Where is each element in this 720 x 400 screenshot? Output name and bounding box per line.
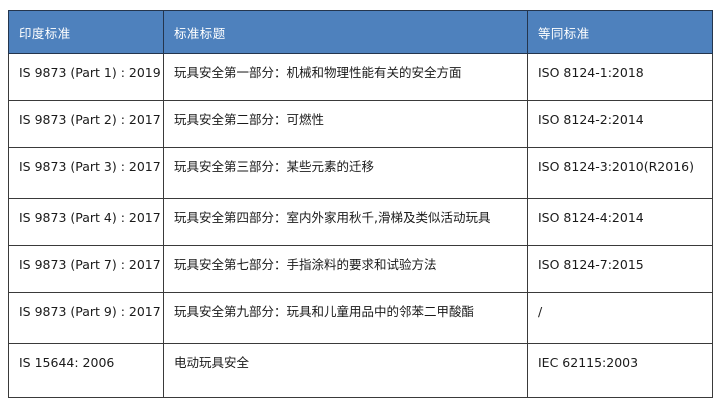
cell-equivalent-standard: /	[527, 292, 713, 344]
table-row: IS 9873 (Part 3) : 2017 玩具安全第三部分：某些元素的迁移…	[8, 147, 713, 199]
cell-standard-title: 玩具安全第三部分：某些元素的迁移	[163, 147, 528, 199]
table-row: IS 9873 (Part 4) : 2017 玩具安全第四部分：室内外家用秋千…	[8, 198, 713, 246]
cell-equivalent-standard: ISO 8124-4:2014	[527, 198, 713, 246]
cell-equivalent-standard: IEC 62115:2003	[527, 343, 713, 398]
cell-indian-standard: IS 9873 (Part 7) : 2017	[8, 245, 164, 293]
cell-equivalent-standard: ISO 8124-2:2014	[527, 100, 713, 148]
cell-standard-title: 电动玩具安全	[163, 343, 528, 398]
cell-equivalent-standard: ISO 8124-1:2018	[527, 53, 713, 101]
cell-standard-title: 玩具安全第九部分：玩具和儿童用品中的邻苯二甲酸酯	[163, 292, 528, 344]
table-row: IS 9873 (Part 2) : 2017 玩具安全第二部分：可燃性 ISO…	[8, 100, 713, 148]
cell-indian-standard: IS 9873 (Part 4) : 2017	[8, 198, 164, 246]
table-body: IS 9873 (Part 1) : 2019 玩具安全第一部分：机械和物理性能…	[8, 53, 713, 398]
standards-table: 印度标准 标准标题 等同标准 IS 9873 (Part 1) : 2019 玩…	[8, 10, 713, 398]
cell-indian-standard: IS 9873 (Part 9) : 2017	[8, 292, 164, 344]
table-header-row: 印度标准 标准标题 等同标准	[8, 10, 713, 54]
cell-equivalent-standard: ISO 8124-3:2010(R2016)	[527, 147, 713, 199]
cell-indian-standard: IS 9873 (Part 2) : 2017	[8, 100, 164, 148]
cell-standard-title: 玩具安全第七部分：手指涂料的要求和试验方法	[163, 245, 528, 293]
table-row: IS 15644: 2006 电动玩具安全 IEC 62115:2003	[8, 343, 713, 398]
table-row: IS 9873 (Part 7) : 2017 玩具安全第七部分：手指涂料的要求…	[8, 245, 713, 293]
cell-standard-title: 玩具安全第二部分：可燃性	[163, 100, 528, 148]
column-header-standard-title: 标准标题	[163, 10, 528, 54]
table-header: 印度标准 标准标题 等同标准	[8, 10, 713, 54]
cell-indian-standard: IS 9873 (Part 3) : 2017	[8, 147, 164, 199]
cell-standard-title: 玩具安全第一部分：机械和物理性能有关的安全方面	[163, 53, 528, 101]
column-header-equivalent-standard: 等同标准	[527, 10, 713, 54]
cell-indian-standard: IS 15644: 2006	[8, 343, 164, 398]
column-header-indian-standard: 印度标准	[8, 10, 164, 54]
cell-equivalent-standard: ISO 8124-7:2015	[527, 245, 713, 293]
cell-indian-standard: IS 9873 (Part 1) : 2019	[8, 53, 164, 101]
table-row: IS 9873 (Part 1) : 2019 玩具安全第一部分：机械和物理性能…	[8, 53, 713, 101]
cell-standard-title: 玩具安全第四部分：室内外家用秋千,滑梯及类似活动玩具	[163, 198, 528, 246]
table-row: IS 9873 (Part 9) : 2017 玩具安全第九部分：玩具和儿童用品…	[8, 292, 713, 344]
